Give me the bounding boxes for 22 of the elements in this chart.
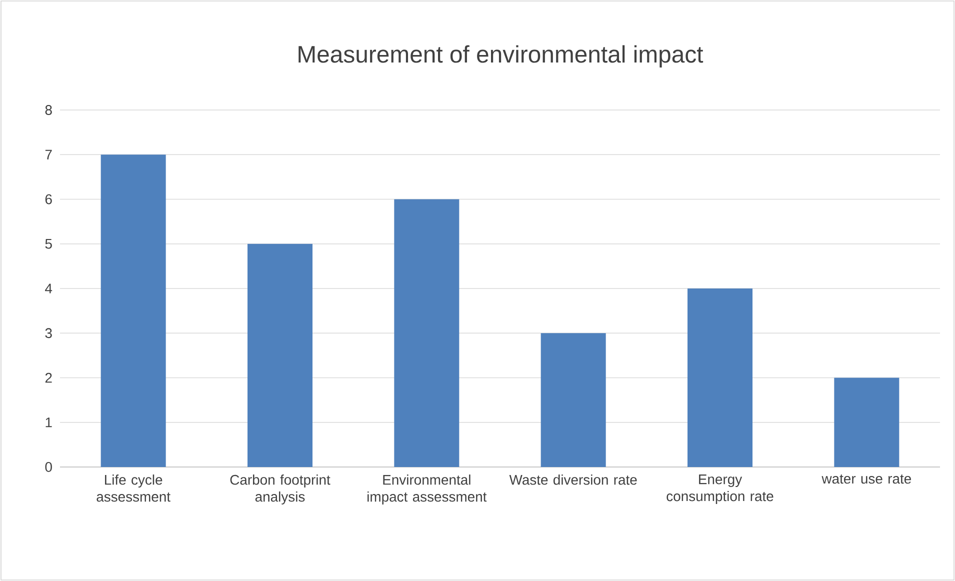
y-tick-label: 0 <box>45 462 52 472</box>
bar <box>688 288 753 467</box>
y-tick-label: 1 <box>46 418 52 428</box>
bar <box>540 333 606 467</box>
y-tick-label: 7 <box>45 150 52 160</box>
chart-title: Measurement of environmental impact <box>298 45 704 68</box>
x-tick-label: Life cycle assessment <box>96 474 170 502</box>
y-tick-label: 5 <box>45 239 52 249</box>
x-tick-label: water use rate <box>822 474 911 484</box>
bar <box>394 199 460 467</box>
x-tick-label: Carbon footprint analysis <box>230 474 330 504</box>
y-tick-label: 2 <box>45 372 52 383</box>
x-tick-label: Waste diversion rate <box>509 474 637 485</box>
y-tick-label: 4 <box>45 284 52 294</box>
bar <box>100 154 166 467</box>
bar <box>834 378 900 467</box>
x-tick-label: Environmental impact assessment <box>368 474 487 504</box>
bar <box>248 244 312 467</box>
y-tick-label: 6 <box>45 194 52 204</box>
y-tick-label: 8 <box>45 105 52 115</box>
x-tick-label: Energy consumption rate <box>666 474 774 504</box>
y-tick-label: 3 <box>45 328 52 338</box>
